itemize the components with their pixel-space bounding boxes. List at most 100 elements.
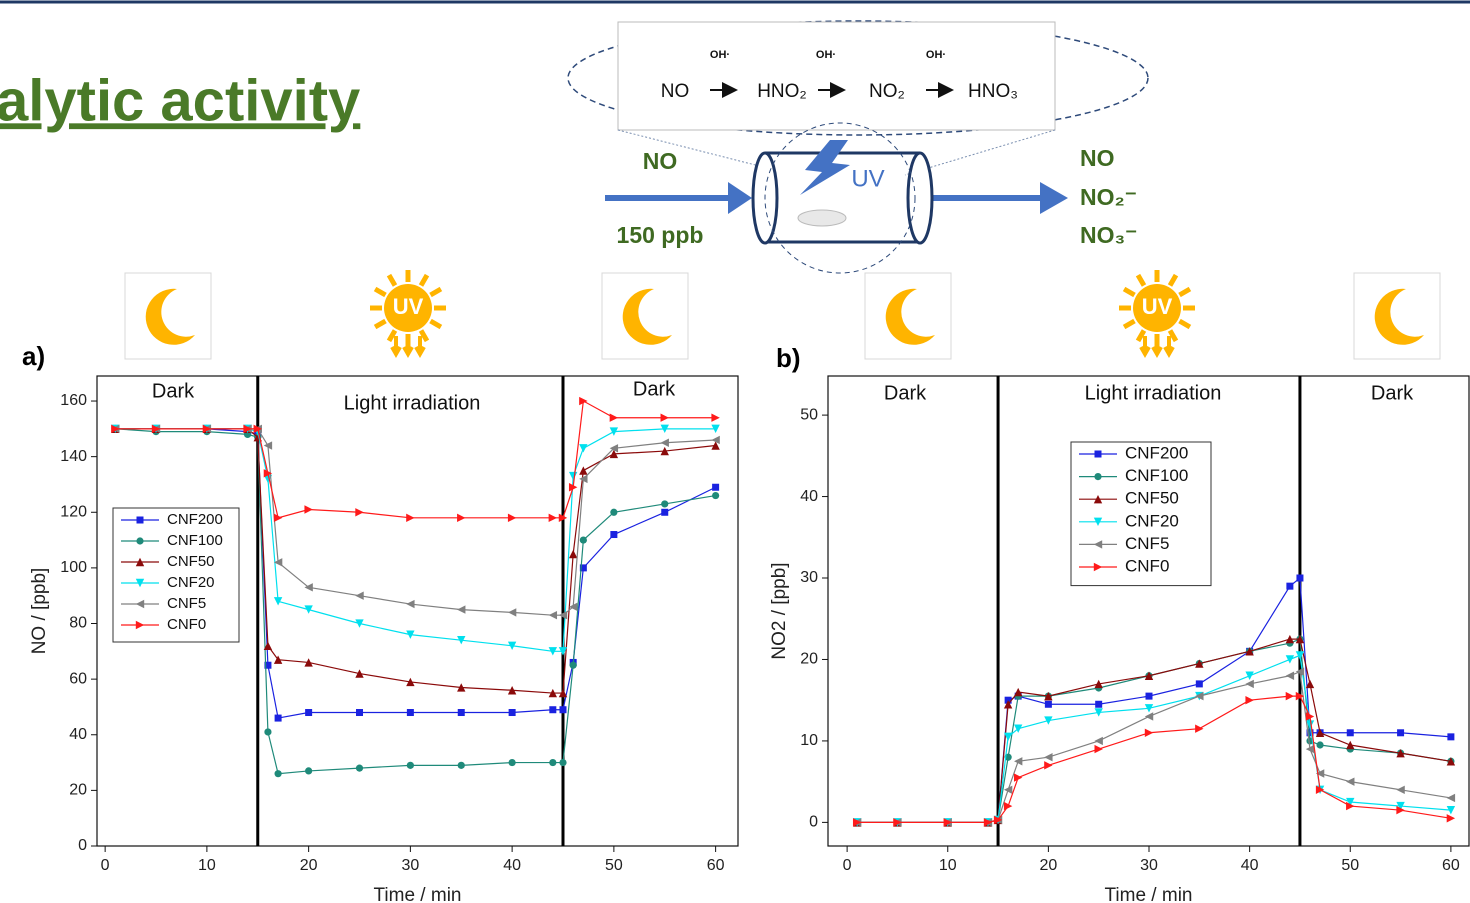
uv-icon: UV <box>370 270 446 359</box>
marker <box>264 661 272 669</box>
marker <box>568 549 578 559</box>
marker <box>406 630 415 639</box>
marker <box>1295 651 1305 660</box>
marker <box>610 531 618 539</box>
marker <box>263 641 273 650</box>
marker <box>549 758 557 767</box>
marker <box>507 686 517 695</box>
marker <box>660 424 669 434</box>
legend-box <box>1070 441 1212 587</box>
icon-box <box>1353 272 1441 360</box>
annotation: Dark <box>152 380 195 402</box>
marker <box>568 471 578 481</box>
y-tick-label: 40 <box>800 488 818 505</box>
plot-frame <box>96 375 739 847</box>
marker <box>661 508 669 516</box>
marker <box>273 655 283 664</box>
reactor-label: UV <box>851 165 884 192</box>
marker <box>1013 687 1023 697</box>
reaction-diagram: OH· OH· OH· NO HNO₂ NO₂ HNO₃ UV NO 150 p… <box>567 20 1149 274</box>
marker <box>356 709 364 717</box>
marker <box>609 444 619 453</box>
species: NO <box>661 81 690 102</box>
marker <box>406 677 415 687</box>
x-tick-label: 20 <box>300 857 318 874</box>
marker <box>558 647 568 656</box>
marker <box>1044 761 1053 770</box>
marker <box>1447 733 1455 741</box>
reaction-box <box>617 21 1056 131</box>
marker <box>202 424 212 434</box>
marker <box>712 483 720 491</box>
inlet-label: NO <box>643 148 678 174</box>
marker <box>609 427 619 436</box>
zoom-line <box>617 129 776 171</box>
annotation: Dark <box>884 382 927 404</box>
zoom-ellipse <box>567 20 1149 136</box>
y-tick-label: 40 <box>69 726 87 743</box>
marker <box>355 764 364 772</box>
marker <box>406 599 415 609</box>
marker <box>1315 769 1325 778</box>
legend-marker <box>1094 473 1102 481</box>
marker <box>610 508 618 516</box>
y-tick-label: 20 <box>800 651 818 668</box>
y-tick-label: 80 <box>69 615 87 632</box>
marker <box>1195 659 1204 668</box>
marker <box>548 647 558 656</box>
moon <box>145 288 195 345</box>
sun-ray <box>386 329 398 343</box>
marker <box>1144 712 1154 721</box>
marker <box>1396 785 1405 794</box>
legend-label: CNF20 <box>1125 511 1179 530</box>
series-group <box>111 396 720 778</box>
oh-label: OH· <box>816 49 836 61</box>
outlet-label: NO₂⁻ <box>1080 184 1137 210</box>
reactor-end <box>906 151 934 245</box>
marker <box>304 605 313 614</box>
plot-frame <box>827 375 1470 847</box>
legend-label: CNF5 <box>1125 534 1169 553</box>
marker <box>305 767 313 775</box>
marker <box>406 513 415 523</box>
moon-icon <box>124 272 212 360</box>
uv-label: UV <box>393 294 424 319</box>
marker <box>711 424 720 434</box>
y-tick-label: 10 <box>800 732 818 749</box>
x-axis-label: Time / min <box>374 885 462 903</box>
marker <box>661 500 669 508</box>
x-tick-label: 50 <box>1341 857 1359 874</box>
marker <box>1396 748 1405 758</box>
legend-label: CNF100 <box>167 532 223 549</box>
marker <box>1286 582 1294 590</box>
marker <box>1044 700 1052 708</box>
uv-arrow <box>390 336 402 359</box>
sun-ray <box>418 329 430 343</box>
legend-marker <box>1093 495 1103 504</box>
species: NO₂ <box>869 81 905 102</box>
marker <box>1346 801 1355 811</box>
marker <box>548 513 558 523</box>
marker <box>457 513 466 523</box>
marker <box>1145 692 1153 700</box>
marker <box>406 761 414 769</box>
marker <box>355 619 364 628</box>
marker <box>1446 814 1456 823</box>
marker <box>660 413 669 422</box>
uv-label: UV <box>1142 294 1173 319</box>
legend-label: CNF0 <box>167 616 206 633</box>
chart: a) 0 10 20 30 40 50 60 0 20 40 60 80 100 120 140 160 Time… <box>22 341 739 903</box>
marker <box>273 513 283 523</box>
sun-ray <box>429 318 443 330</box>
marker <box>111 424 120 434</box>
marker <box>273 597 283 606</box>
marker <box>1296 574 1304 582</box>
marker <box>1094 744 1103 754</box>
x-axis-label: Time / min <box>1105 885 1193 903</box>
marker <box>711 413 720 422</box>
marker <box>549 706 557 714</box>
legend-marker <box>135 578 145 588</box>
y-tick-label: 0 <box>78 837 87 854</box>
marker <box>579 474 588 484</box>
